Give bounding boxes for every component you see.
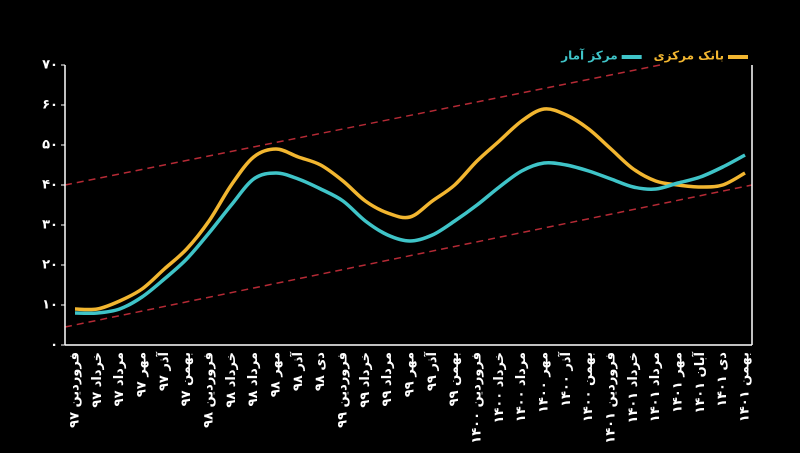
x-tick-label: بهمن ۹۹ <box>447 352 462 406</box>
x-tick-label: مرداد ۹۷ <box>112 352 127 406</box>
x-tick-label: فروردین ۹۸ <box>202 352 217 428</box>
legend-label: مرکز آمار <box>560 48 617 63</box>
axes-frame <box>64 65 753 346</box>
x-tick-label: خرداد ۹۹ <box>358 352 373 408</box>
x-tick-label: مهر ۱۴۰۰ <box>537 352 552 413</box>
x-tick-label: آذر ۹۷ <box>155 351 172 391</box>
lower-trend-line <box>64 184 753 328</box>
x-tick-label: خرداد ۱۴۰۱ <box>626 352 641 424</box>
x-tick-label: مرداد ۱۴۰۰ <box>514 352 529 422</box>
x-tick-label: بهمن ۱۴۰۱ <box>738 352 753 422</box>
x-tick-label: فروردین ۹۷ <box>68 352 83 428</box>
x-tick-label: خرداد ۹۸ <box>224 352 239 408</box>
legend-label: بانک مرکزی <box>654 49 724 63</box>
y-tick-label: ۰ <box>50 338 58 353</box>
y-tick-label: ۵۰ <box>42 138 58 153</box>
y-tick-label: ۴۰ <box>42 178 58 193</box>
x-tick-label: مهر ۹۹ <box>403 352 418 397</box>
y-tick-label: ۷۰ <box>42 58 58 73</box>
x-tick-label: فروردین ۱۴۰۰ <box>470 352 485 444</box>
y-tick-label: ۶۰ <box>42 98 58 113</box>
upper-trend-line <box>64 64 661 186</box>
x-tick-label: مهر ۱۴۰۱ <box>671 352 686 413</box>
x-tick-label: مرداد ۱۴۰۱ <box>648 352 663 422</box>
y-tick-label: ۲۰ <box>42 258 58 273</box>
x-tick-label: بهمن ۱۴۰۰ <box>581 352 596 422</box>
x-tick-label: بهمن ۹۷ <box>179 352 194 406</box>
x-tick-label: آذر ۹۹ <box>423 351 440 391</box>
x-tick-label: مهر ۹۸ <box>269 352 284 397</box>
x-tick-label: آذر ۹۸ <box>289 351 306 391</box>
series-line <box>74 153 746 316</box>
x-tick-label: خرداد ۱۴۰۰ <box>492 352 507 424</box>
x-tick-label: خرداد ۹۷ <box>90 352 105 408</box>
y-tick-label: ۱۰ <box>42 298 58 313</box>
series-line <box>74 107 746 312</box>
x-tick-label: مرداد ۹۹ <box>380 352 395 406</box>
x-tick-label: دی ۱۴۰۱ <box>715 352 730 407</box>
x-tick-label: فروردین ۹۹ <box>336 352 351 428</box>
x-tick-label: آذر ۱۴۰۰ <box>557 351 574 406</box>
y-tick-label: ۳۰ <box>42 218 58 233</box>
x-tick-label: دی ۹۸ <box>313 352 328 391</box>
x-tick-label: فروردین ۱۴۰۱ <box>604 352 619 444</box>
x-tick-label: مرداد ۹۸ <box>246 352 261 406</box>
x-tick-label: آبان ۱۴۰۱ <box>691 351 708 413</box>
x-tick-label: مهر ۹۷ <box>135 352 150 397</box>
